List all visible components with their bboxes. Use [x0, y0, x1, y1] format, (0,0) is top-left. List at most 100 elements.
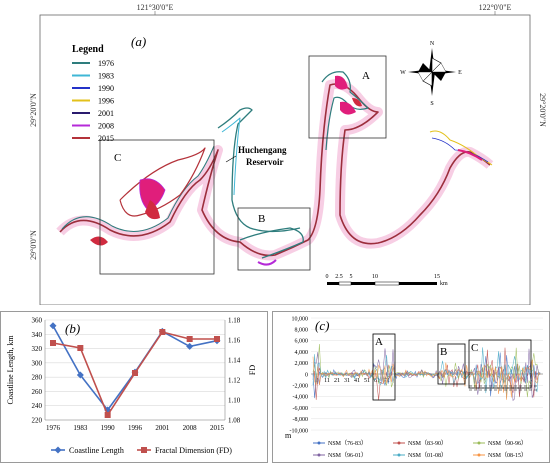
region-label-c: C [114, 152, 121, 164]
point-b-1-2 [104, 412, 111, 418]
legend-label-b-0: Coastline Length [69, 446, 124, 455]
region-box-c-C [468, 339, 532, 389]
xtick-b-1990: 1990 [101, 424, 116, 432]
point-b-0-1 [76, 371, 84, 379]
coord-top-left: 121°30'0"E [137, 3, 174, 12]
region-box-c [99, 139, 215, 275]
xtick-b-1996: 1996 [128, 424, 143, 432]
legend-label-1983: 1983 [98, 72, 114, 81]
y2tick-b-1.14: 1.14 [228, 357, 241, 365]
panel-c-label: (c) [315, 318, 329, 333]
region-label-c-C: C [471, 342, 478, 354]
y2tick-b-1.16: 1.16 [228, 337, 241, 345]
ytick-b-300: 300 [32, 359, 43, 367]
xtick-c-21: 21 [334, 378, 340, 384]
legend-label-1996: 1996 [98, 97, 114, 106]
chart-b-svg: 220 240 260 280 300 320 340 360 1.08 1.10 1.12 1.14… [6, 317, 257, 456]
ytick-c-7: -4,000 [293, 395, 309, 401]
chart-c-panel: 10,000 8,000 6,000 4,000 2,000 0 -2,000 -4,000 -… [272, 311, 550, 463]
legend-label-b-1: Fractal Dimension (FD) [155, 446, 232, 455]
region-label-a: A [362, 70, 370, 82]
coord-left-bottom: 29°0'0"N [29, 230, 38, 260]
xtick-b-1976: 1976 [46, 424, 61, 432]
ytick-b-340: 340 [32, 331, 43, 339]
legend-label-2015: 2015 [98, 134, 114, 143]
y2label-b: FD [248, 365, 257, 375]
region-box-b [237, 207, 311, 271]
region-box-c-A [372, 333, 396, 401]
legend-label-1976: 1976 [98, 59, 114, 68]
legend-label-c-1: NSM（83-90） [408, 440, 447, 447]
xlabel-c: m [285, 431, 292, 440]
legend-label-2008: 2008 [98, 122, 114, 131]
ytick-c-8: -6,000 [293, 406, 309, 412]
scale-tick-3: 10 [372, 274, 378, 280]
ytick-b-280: 280 [32, 374, 43, 382]
region-label-c-A: A [375, 336, 383, 348]
ytick-b-260: 260 [32, 388, 43, 396]
point-b-1-6 [214, 336, 220, 342]
scale-tick-4: 15 [434, 274, 440, 280]
ytick-c-3: 4,000 [295, 350, 309, 356]
coord-right-top: 29°20'0"N [538, 93, 547, 127]
xtick-c-41: 41 [354, 378, 360, 384]
ytick-c-4: 2,000 [295, 361, 309, 367]
ytick-b-240: 240 [32, 402, 43, 410]
region-box-a [308, 55, 387, 139]
ytick-b-320: 320 [32, 345, 43, 353]
scale-tick-1: 2.5 [335, 274, 343, 280]
compass-s: S [430, 101, 433, 107]
ytick-c-2: 6,000 [295, 339, 309, 345]
scale-tick-2: 5 [350, 274, 353, 280]
coastline-map [56, 71, 494, 266]
y2tick-b-1.08: 1.08 [228, 417, 241, 425]
point-b-1-0 [50, 340, 56, 346]
panel-b-label: (b) [65, 321, 80, 336]
compass-e: E [458, 70, 462, 76]
xtick-c-51: 51 [364, 378, 370, 384]
legend-label-c-2: NSM（90-96） [488, 440, 527, 447]
chart-b-panel: 220 240 260 280 300 320 340 360 1.08 1.10 1.12 1.14… [0, 311, 268, 463]
legend-title: Legend [72, 44, 104, 55]
region-label-c-B: B [440, 346, 447, 358]
ytick-c-0: 10,000 [292, 316, 309, 322]
map-frame [39, 14, 531, 305]
compass-icon: N S E W [400, 41, 462, 107]
map-svg: 121°30'0"E 122°0'0"E 29°20'0"N 29°0'0"N … [29, 3, 547, 305]
scale-tick-0: 0 [326, 274, 329, 280]
legend-label-1990: 1990 [98, 84, 114, 93]
point-b-1-3 [132, 370, 138, 376]
scale-bar: 0 2.5 5 10 15 km [326, 274, 449, 287]
ytick-c-5: 0 [305, 372, 308, 378]
point-b-0-5 [186, 342, 194, 350]
xtick-c-11: 11 [324, 378, 330, 384]
ylabel-b: Coastline Length, km [6, 335, 15, 405]
region-label-b: B [258, 213, 265, 225]
legend-label-c-3: NSM（96-01） [328, 452, 367, 459]
xtick-b-1983: 1983 [73, 424, 88, 432]
ytick-c-9: -8,000 [293, 417, 309, 423]
xtick-b-2001: 2001 [155, 424, 170, 432]
coord-left-top: 29°20'0"N [29, 93, 38, 127]
y2tick-b-1.18: 1.18 [228, 317, 241, 325]
map-panel: 121°30'0"E 122°0'0"E 29°20'0"N 29°0'0"N … [29, 3, 547, 305]
region-box-c-B [437, 343, 466, 385]
coord-top-right: 122°0'0"E [479, 3, 512, 12]
point-b-1-5 [186, 336, 193, 342]
ytick-c-6: -2,000 [293, 384, 309, 390]
compass-n: N [430, 41, 435, 47]
xtick-c-61: 61 [374, 378, 380, 384]
xtick-b-2015: 2015 [210, 424, 225, 432]
point-b-1-1 [77, 345, 84, 351]
scale-unit: km [440, 281, 448, 287]
y2tick-b-1.12: 1.12 [228, 377, 241, 385]
ytick-b-360: 360 [32, 317, 43, 325]
legend-label-c-4: NSM（01-08） [408, 452, 447, 459]
xtick-b-2008: 2008 [183, 424, 198, 432]
legend: Legend 1976 1983 1990 1996 2001 2008 2015 [72, 44, 114, 143]
compass-w: W [400, 70, 406, 76]
ytick-c-10: -10,000 [290, 428, 309, 434]
y2tick-b-1.10: 1.10 [228, 397, 241, 405]
legend-label-c-0: NSM（76-83） [328, 440, 367, 447]
panel-a-label: (a) [131, 34, 146, 49]
